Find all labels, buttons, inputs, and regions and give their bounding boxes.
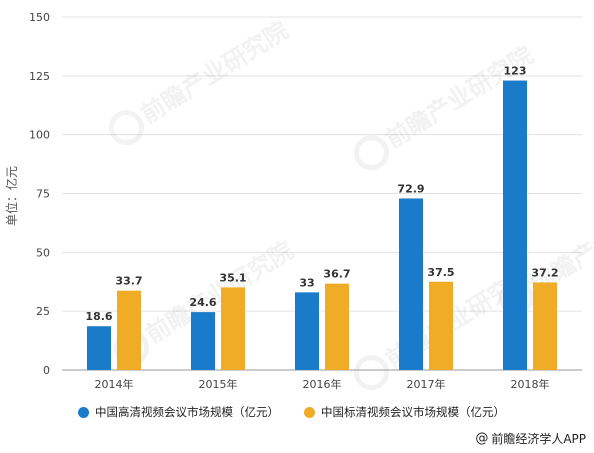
data-label-sd: 37.2 bbox=[531, 266, 558, 279]
bar-hd bbox=[503, 80, 527, 370]
legend-item-hd: 中国高清视频会议市场规模（亿元） bbox=[78, 404, 279, 420]
x-tick-label: 2014年 bbox=[95, 377, 134, 391]
bar-sd bbox=[429, 281, 453, 370]
bar-hd bbox=[295, 292, 319, 370]
bar-sd bbox=[221, 287, 245, 370]
data-label-sd: 36.7 bbox=[323, 268, 350, 281]
data-label-sd: 35.1 bbox=[219, 271, 246, 284]
data-label-hd: 33 bbox=[299, 276, 314, 289]
watermark-text: 前瞻产业研究院 bbox=[136, 16, 293, 129]
data-labels: 18.6 33.7 24.635.1 33 36.7 72.9 37.5 123 37.2 bbox=[85, 65, 558, 324]
gridlines bbox=[62, 16, 582, 371]
legend-swatch-sd bbox=[304, 406, 315, 418]
data-label-hd: 72.9 bbox=[397, 182, 424, 195]
watermark-logo-icon bbox=[353, 135, 389, 171]
bar-sd bbox=[117, 290, 141, 370]
y-axis-label: 单位：亿元 bbox=[4, 166, 19, 226]
y-tick-label: 75 bbox=[36, 188, 50, 201]
bar-sd bbox=[533, 282, 557, 370]
data-label-hd: 18.6 bbox=[85, 310, 112, 323]
source-text: 前瞻经济学人APP bbox=[491, 432, 586, 446]
bar-hd bbox=[191, 312, 215, 370]
data-label-hd: 24.6 bbox=[189, 296, 216, 309]
legend-item-sd: 中国标清视频会议市场规模（亿元） bbox=[304, 404, 505, 420]
bar-hd bbox=[399, 198, 423, 370]
x-tick-label: 2017年 bbox=[407, 377, 446, 391]
watermark-logo-icon bbox=[108, 110, 144, 146]
y-tick-label: 0 bbox=[43, 364, 50, 377]
x-axis-ticks: 2014年 2015年 2016年 2017年 2018年 bbox=[95, 377, 550, 391]
data-label-sd: 33.7 bbox=[115, 275, 142, 288]
at-icon: @ bbox=[475, 431, 489, 446]
watermark: 前瞻产业研究院 bbox=[108, 16, 293, 146]
y-tick-label: 150 bbox=[29, 11, 50, 24]
bar-sd bbox=[325, 283, 349, 370]
legend-swatch-hd bbox=[78, 406, 89, 418]
x-tick-label: 2018年 bbox=[511, 377, 550, 391]
y-tick-label: 100 bbox=[29, 129, 50, 142]
x-tick-label: 2016年 bbox=[303, 377, 342, 391]
legend-label-hd: 中国高清视频会议市场规模（亿元） bbox=[95, 405, 279, 419]
legend-label-sd: 中国标清视频会议市场规模（亿元） bbox=[321, 405, 505, 419]
y-tick-label: 50 bbox=[36, 246, 50, 259]
y-tick-label: 25 bbox=[36, 305, 50, 318]
data-label-sd: 37.5 bbox=[427, 266, 454, 279]
bars bbox=[87, 80, 557, 370]
legend: 中国高清视频会议市场规模（亿元） 中国标清视频会议市场规模（亿元） bbox=[0, 404, 594, 424]
data-label-hd: 123 bbox=[504, 65, 527, 78]
y-tick-label: 125 bbox=[29, 70, 50, 83]
source-credit: @ 前瞻经济学人APP bbox=[475, 430, 586, 447]
bar-hd bbox=[87, 326, 111, 370]
x-tick-label: 2015年 bbox=[199, 377, 238, 391]
watermark-text: 前瞻产业研究院 bbox=[141, 236, 298, 349]
watermark-text: 前瞻产业研究院 bbox=[526, 186, 594, 299]
y-axis-ticks: 0 25 50 75 100 125 150 bbox=[29, 11, 50, 377]
watermark-logo-icon bbox=[353, 355, 389, 391]
